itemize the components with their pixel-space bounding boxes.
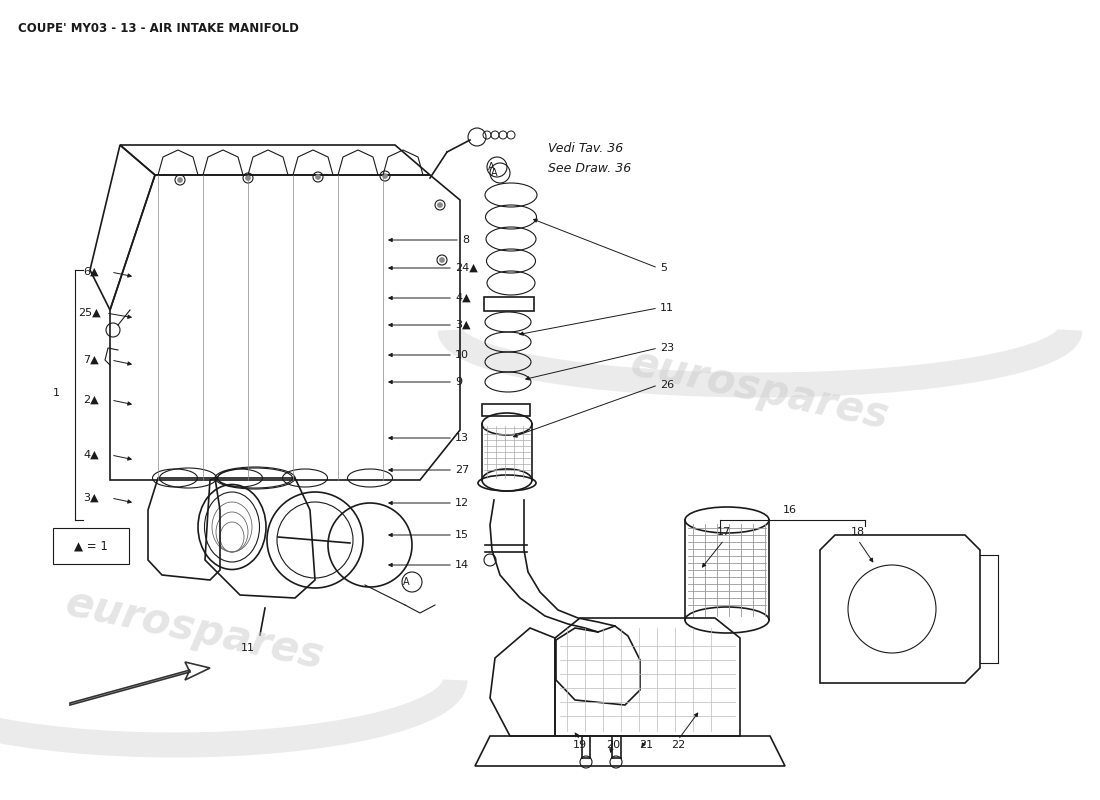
Text: 11: 11 — [660, 303, 674, 313]
Circle shape — [316, 175, 320, 179]
Text: See Draw. 36: See Draw. 36 — [548, 162, 631, 174]
Text: 21: 21 — [639, 740, 653, 750]
Text: 6▲: 6▲ — [82, 267, 99, 277]
Text: 10: 10 — [455, 350, 469, 360]
Bar — [484, 297, 534, 311]
Text: COUPE' MY03 - 13 - AIR INTAKE MANIFOLD: COUPE' MY03 - 13 - AIR INTAKE MANIFOLD — [18, 22, 299, 35]
Text: A: A — [487, 162, 494, 172]
Text: 24▲: 24▲ — [455, 263, 477, 273]
Text: 17: 17 — [717, 527, 732, 537]
Circle shape — [438, 203, 442, 207]
Text: 9: 9 — [455, 377, 462, 387]
Text: 23: 23 — [660, 343, 674, 353]
Bar — [482, 404, 530, 416]
Text: 4▲: 4▲ — [82, 450, 99, 460]
Text: 20: 20 — [606, 740, 620, 750]
Circle shape — [178, 178, 182, 182]
Text: A: A — [403, 577, 409, 587]
Text: eurospares: eurospares — [627, 342, 893, 438]
Text: 8: 8 — [462, 235, 469, 245]
Text: 11: 11 — [241, 643, 255, 653]
Text: 3▲: 3▲ — [455, 320, 471, 330]
Text: ▲ = 1: ▲ = 1 — [74, 539, 108, 553]
Text: 5: 5 — [660, 263, 667, 273]
Text: 27: 27 — [455, 465, 470, 475]
Text: 15: 15 — [455, 530, 469, 540]
Text: 26: 26 — [660, 380, 674, 390]
Text: 22: 22 — [671, 740, 685, 750]
Text: 7▲: 7▲ — [82, 355, 99, 365]
Circle shape — [440, 258, 444, 262]
Circle shape — [383, 174, 387, 178]
Text: 1: 1 — [53, 388, 59, 398]
Text: 2▲: 2▲ — [82, 395, 99, 405]
Text: 14: 14 — [455, 560, 469, 570]
Text: 13: 13 — [455, 433, 469, 443]
Text: 25▲: 25▲ — [78, 308, 100, 318]
Text: 16: 16 — [783, 505, 798, 515]
Text: 19: 19 — [573, 740, 587, 750]
Text: 4▲: 4▲ — [455, 293, 471, 303]
Text: A: A — [491, 168, 497, 178]
Text: 3▲: 3▲ — [82, 493, 99, 503]
Text: eurospares: eurospares — [62, 582, 328, 678]
Text: 18: 18 — [851, 527, 865, 537]
Text: 12: 12 — [455, 498, 469, 508]
Circle shape — [246, 176, 250, 180]
Text: Vedi Tav. 36: Vedi Tav. 36 — [548, 142, 624, 154]
